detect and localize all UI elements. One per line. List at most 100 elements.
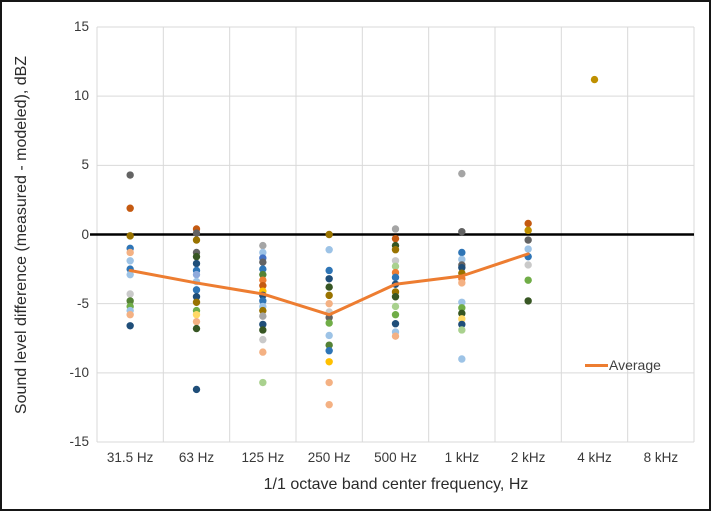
scatter-point	[458, 298, 466, 306]
scatter-point	[391, 262, 400, 271]
scatter-point	[259, 335, 267, 344]
scatter-point	[259, 258, 267, 266]
scatter-point	[325, 347, 333, 355]
scatter-point	[259, 312, 267, 320]
x-axis-title: 1/1 octave band center frequency, Hz	[263, 476, 529, 493]
x-tick-label: 63 Hz	[178, 450, 215, 465]
scatter-point	[192, 385, 201, 394]
legend: Average	[585, 356, 661, 374]
scatter-point	[458, 304, 466, 312]
scatter-point	[458, 255, 466, 264]
scatter-point	[524, 236, 532, 244]
scatter-point	[524, 219, 532, 228]
scatter-point	[259, 276, 267, 284]
scatter-point	[325, 319, 333, 327]
scatter-point	[524, 245, 532, 253]
scatter-point	[325, 378, 333, 387]
scatter-point	[325, 283, 333, 291]
scatter-point	[126, 232, 134, 240]
scatter-point	[126, 204, 134, 212]
scatter-point	[259, 281, 267, 290]
scatter-point	[192, 293, 201, 301]
scatter-point	[192, 311, 201, 319]
scatter-point	[325, 266, 333, 275]
legend-average-line-icon	[585, 363, 608, 367]
scatter-point	[126, 270, 134, 279]
y-tick-label: 5	[81, 157, 89, 173]
scatter-point	[458, 279, 466, 287]
scatter-point	[325, 291, 333, 300]
y-tick-label: 10	[73, 88, 89, 104]
scatter-point	[325, 331, 333, 340]
y-tick-label: -15	[69, 434, 89, 449]
scatter-point	[458, 320, 466, 329]
scatter-point	[192, 286, 201, 294]
scatter-point	[391, 225, 400, 233]
scatter-point	[391, 257, 400, 265]
scatter-point	[458, 264, 466, 272]
scatter-point	[325, 230, 333, 239]
scatter-point	[192, 236, 201, 244]
scatter-point	[391, 234, 400, 243]
scatter-point	[458, 326, 466, 334]
scatter-point	[259, 241, 267, 250]
x-tick-label: 31.5 Hz	[106, 450, 154, 465]
scatter-point	[458, 309, 466, 318]
scatter-point	[126, 290, 134, 298]
scatter-point	[325, 341, 333, 349]
scatter-point	[192, 229, 201, 237]
scatter-point	[192, 252, 201, 261]
scatter-point	[524, 226, 532, 235]
scatter-point	[391, 332, 400, 340]
scatter-point	[126, 248, 134, 257]
x-tick-label: 125 Hz	[241, 450, 285, 465]
scatter-point	[259, 320, 267, 329]
scatter-point	[259, 265, 267, 273]
scatter-point	[126, 322, 134, 330]
scatter-point	[259, 348, 267, 356]
scatter-point	[458, 355, 466, 363]
scatter-point	[126, 171, 134, 179]
scatter-point	[524, 297, 532, 305]
scatter-point	[192, 298, 201, 306]
scatter-point	[259, 270, 267, 279]
scatter-point	[325, 275, 333, 283]
scatter-point	[524, 261, 532, 269]
average-line	[128, 252, 530, 317]
scatter-point	[590, 75, 599, 84]
x-tick-label: 4 kHz	[577, 450, 612, 465]
y-axis-title: Sound level difference (measured - model…	[13, 55, 30, 415]
scatter-point	[391, 273, 400, 282]
scatter-point	[192, 270, 201, 279]
y-tick-label: 15	[73, 19, 89, 34]
scatter-point	[259, 378, 267, 387]
scatter-point	[524, 276, 532, 284]
y-tick-label: 0	[81, 226, 89, 242]
x-tick-label: 1 kHz	[444, 450, 480, 465]
scatter-point	[391, 302, 400, 311]
x-tick-label: 8 kHz	[643, 450, 679, 465]
scatter-point	[458, 169, 466, 178]
scatter-point	[325, 246, 333, 254]
scatter-point	[192, 259, 201, 268]
x-tick-label: 250 Hz	[307, 450, 351, 465]
scatter-point	[192, 317, 201, 326]
scatter-point	[259, 326, 267, 334]
scatter-point	[325, 299, 333, 308]
scatter-point	[325, 400, 333, 409]
scatter-point	[391, 293, 400, 301]
scatter-point	[325, 358, 333, 366]
scatter-point	[259, 306, 267, 315]
scatter-point	[458, 248, 466, 257]
scatter-point	[126, 311, 134, 319]
scatter-point	[126, 257, 134, 265]
scatter-point	[458, 228, 466, 236]
x-tick-label: 500 Hz	[374, 450, 417, 465]
legend-average-label: Average	[609, 357, 661, 373]
x-tick-label: 2 kHz	[510, 450, 546, 465]
scatter-point	[259, 297, 267, 305]
scatter-point	[192, 324, 201, 333]
scatter-point	[458, 315, 466, 323]
